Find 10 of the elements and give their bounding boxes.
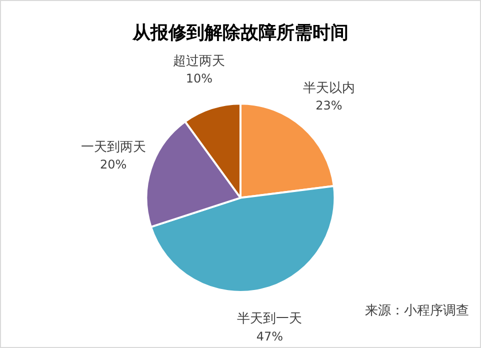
data-label: 47%: [256, 329, 284, 344]
data-label: 23%: [316, 98, 342, 113]
source-note: 来源：小程序调查: [365, 302, 469, 318]
data-label: 20%: [100, 158, 127, 172]
data-label: 10%: [186, 72, 212, 86]
slice-label: 一天到两天: [80, 140, 146, 155]
slice-label: 半天到一天: [237, 312, 302, 327]
slice-label: 超过两天: [173, 54, 226, 69]
chart-title: 从报修到解除故障所需时间: [132, 22, 348, 44]
slice-label: 半天以内: [302, 80, 355, 96]
